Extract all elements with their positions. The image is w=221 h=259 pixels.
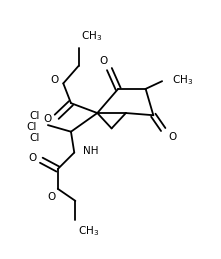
Text: CH$_3$: CH$_3$ — [81, 29, 102, 43]
Text: Cl: Cl — [29, 111, 40, 121]
Text: CH$_3$: CH$_3$ — [78, 224, 99, 238]
Text: NH: NH — [83, 146, 99, 156]
Text: O: O — [47, 192, 56, 202]
Text: Cl: Cl — [29, 133, 40, 143]
Text: O: O — [28, 154, 36, 163]
Text: O: O — [169, 132, 177, 142]
Text: Cl: Cl — [26, 122, 36, 132]
Text: CH$_3$: CH$_3$ — [172, 73, 193, 87]
Text: O: O — [51, 75, 59, 85]
Text: O: O — [43, 113, 51, 124]
Text: O: O — [100, 56, 108, 66]
